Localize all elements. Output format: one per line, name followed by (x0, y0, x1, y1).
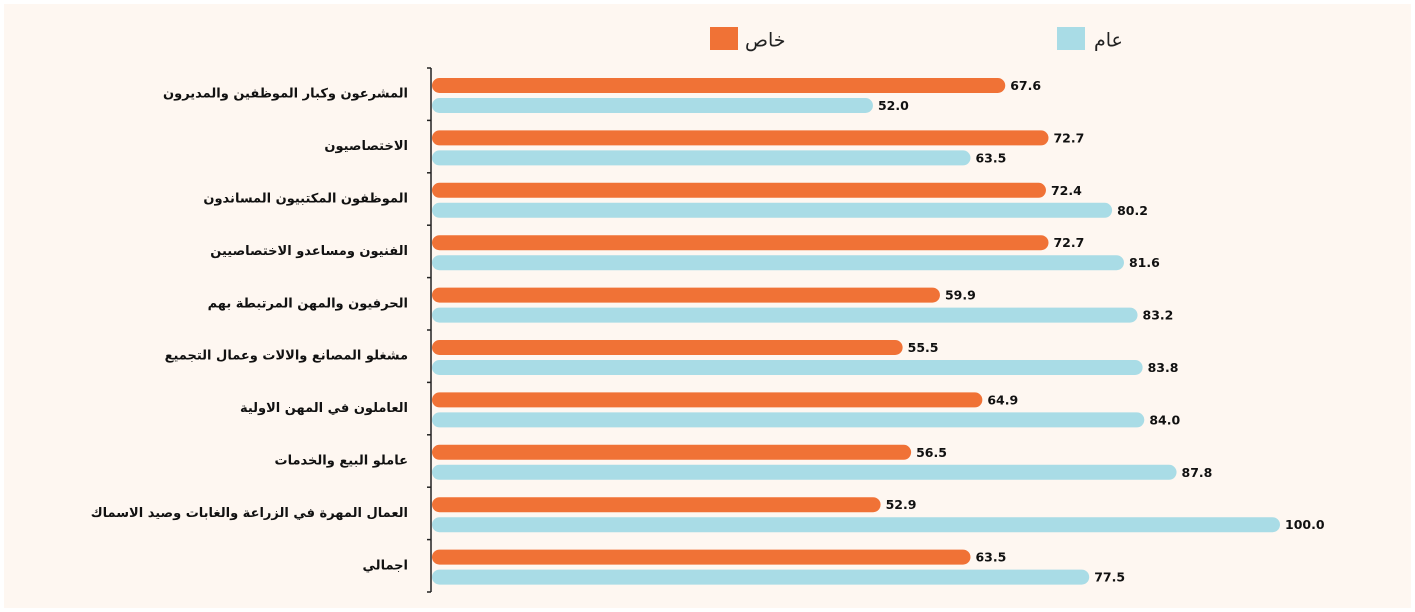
value-label: 63.5 (975, 150, 1006, 165)
bar (432, 202, 1113, 218)
value-label: 67.6 (1010, 78, 1041, 93)
category-label: الاختصاصيون (324, 139, 408, 154)
bar (432, 182, 1046, 198)
bar (432, 340, 903, 355)
bar (432, 444, 912, 460)
value-label: 77.5 (1094, 570, 1125, 585)
bar (432, 150, 971, 166)
legend-swatch (1057, 27, 1085, 50)
value-label: 63.5 (975, 550, 1006, 565)
bar (432, 130, 1049, 146)
category-label: الفنيون ومساعدو الاختصاصيين (210, 244, 408, 259)
bar (432, 98, 873, 113)
value-label: 80.2 (1117, 203, 1148, 218)
category-label: مشغلو المصانع والالات وعمال التجميع (165, 349, 408, 364)
bar (432, 307, 1138, 323)
category-label: الحرفيون والمهن المرتبطة بهم (208, 296, 408, 311)
value-label: 56.5 (916, 445, 947, 460)
value-label: 59.9 (945, 288, 976, 303)
bar (432, 78, 1006, 93)
bar (432, 412, 1145, 428)
value-label: 55.5 (908, 340, 939, 355)
bar (432, 255, 1124, 271)
bar (432, 464, 1177, 480)
value-label: 87.8 (1182, 465, 1213, 480)
bar (432, 497, 881, 513)
value-label: 84.0 (1149, 412, 1180, 427)
category-label: العمال المهرة في الزراعة والغابات وصيد ا… (91, 506, 408, 521)
category-label: المشرعون وكبار الموظفين والمديرون (163, 87, 408, 102)
bar (432, 549, 971, 565)
legend-label: خاص (745, 30, 786, 52)
category-label: الموظفون المكتبيون المساندون (203, 192, 408, 207)
value-label: 81.6 (1129, 255, 1160, 270)
value-label: 52.0 (878, 98, 909, 113)
bar (432, 287, 940, 303)
value-label: 72.4 (1051, 183, 1082, 198)
bar (432, 392, 983, 408)
category-label: عاملو البيع والخدمات (275, 454, 408, 469)
value-label: 72.7 (1053, 235, 1084, 250)
value-label: 64.9 (987, 392, 1018, 407)
bar (432, 235, 1049, 251)
bar (432, 569, 1090, 585)
value-label: 72.7 (1053, 130, 1084, 145)
value-label: 100.0 (1285, 517, 1325, 532)
bar (432, 360, 1143, 375)
category-label: العاملون في المهن الاولية (240, 401, 408, 416)
legend-label: عام (1094, 30, 1123, 52)
value-label: 83.8 (1148, 360, 1179, 375)
category-label: اجمالي (363, 558, 408, 573)
value-label: 52.9 (886, 497, 917, 512)
legend-swatch (710, 27, 738, 50)
value-label: 83.2 (1143, 308, 1174, 323)
bar (432, 517, 1280, 533)
